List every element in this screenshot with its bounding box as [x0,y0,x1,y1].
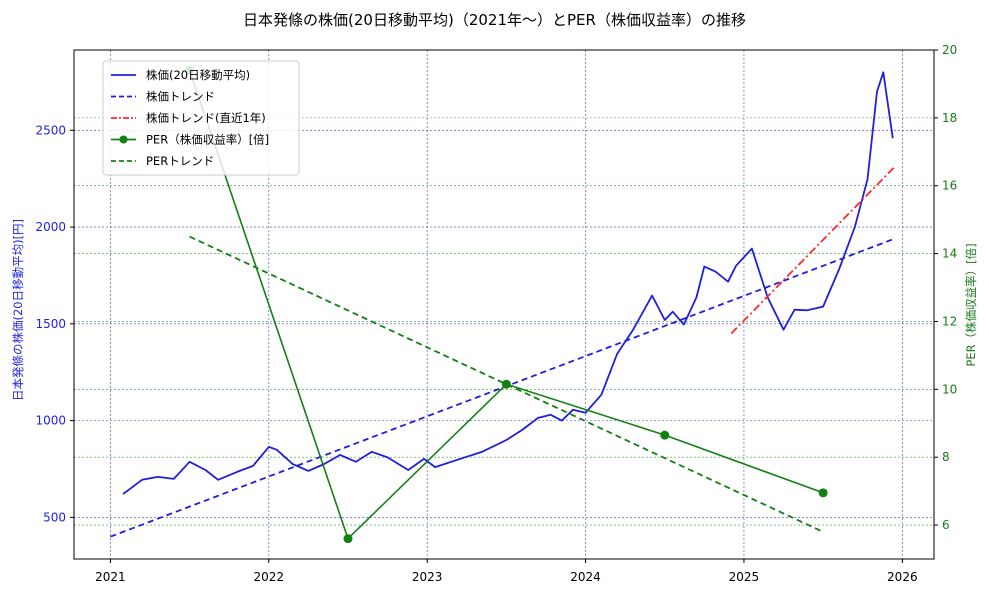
left-y-tick-label: 2500 [35,123,66,137]
legend-label: 株価(20日移動平均) [146,68,250,82]
per-marker [660,430,670,440]
chart-title: 日本発條の株価(20日移動平均)（2021年～）とPER（株価収益率）の推移 [243,11,746,29]
right-y-tick-label: 6 [942,518,950,532]
left-y-tick-label: 2000 [35,220,66,234]
left-y-tick-label: 1500 [35,317,66,331]
legend-marker [119,135,128,144]
legend-box [102,60,300,176]
x-tick-label: 2025 [729,570,760,584]
right-y-tick-label: 8 [942,450,950,464]
right-y-axis-label: PER（株価収益率）[倍] [964,243,978,366]
per-trend-line [189,235,824,533]
x-tick-label: 2021 [95,570,126,584]
left-y-tick-label: 500 [43,510,66,524]
per-marker [501,379,511,389]
x-tick-label: 2024 [570,570,601,584]
series-layer [110,65,896,544]
x-tick-label: 2023 [412,570,443,584]
axis-ticks: 2021 2022 2023 2024 2025 2026 500 1000 1500 2000 2… [35,43,957,584]
legend-label: PER（株価収益率）[倍] [146,133,269,147]
right-y-tick-label: 20 [942,43,957,57]
legend-label: PERトレンド [146,154,214,168]
right-y-tick-label: 18 [942,111,957,125]
legend-label: 株価トレンド [146,90,215,104]
left-y-axis-label: 日本発條の株価(20日移動平均)[円] [11,219,25,401]
left-y-tick-label: 1000 [35,414,66,428]
plot-frame [73,49,935,560]
per-marker [343,534,353,544]
x-tick-label: 2026 [887,570,918,584]
right-y-tick-label: 14 [942,247,957,261]
right-y-tick-label: 16 [942,179,957,193]
right-y-tick-label: 10 [942,382,957,396]
right-y-tick-label: 12 [942,314,957,328]
per-marker [818,488,828,498]
legend-label: 株価トレンド(直近1年) [146,111,266,125]
recent-price-trend-line [730,166,896,335]
x-tick-label: 2022 [254,570,285,584]
price-line [122,71,894,495]
